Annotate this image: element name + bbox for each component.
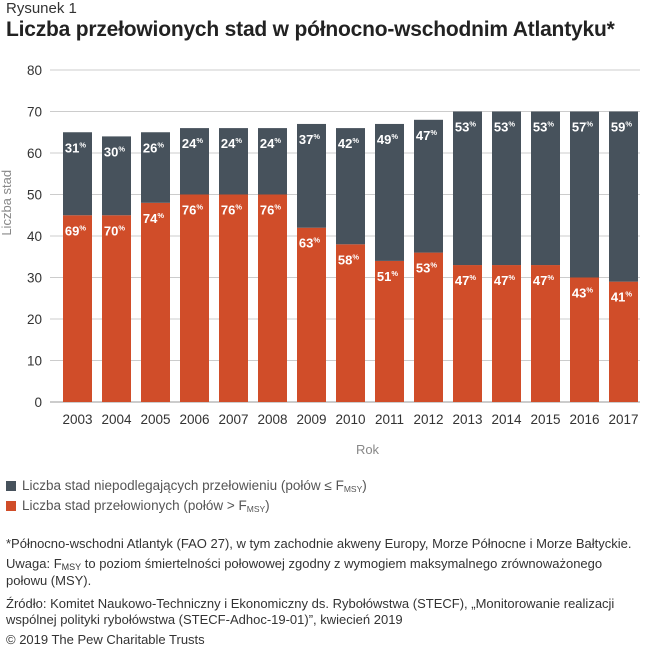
bar-not-overfished	[102, 136, 131, 216]
figure-label: Rysunek 1	[6, 0, 77, 17]
data-label-overfished: 47%	[533, 273, 554, 288]
y-tick-label: 60	[27, 146, 42, 161]
bar-not-overfished	[180, 128, 209, 195]
x-tick-label: 2009	[296, 412, 326, 427]
y-tick-label: 0	[34, 395, 42, 410]
data-label-not-overfished: 49%	[377, 132, 398, 147]
bar-overfished	[102, 215, 131, 402]
bar-not-overfished	[570, 111, 599, 278]
x-tick-label: 2008	[257, 412, 287, 427]
data-label-not-overfished: 26%	[143, 140, 164, 155]
bar-overfished	[141, 202, 170, 402]
x-tick-label: 2017	[608, 412, 638, 427]
x-tick-label: 2003	[62, 412, 92, 427]
data-label-not-overfished: 42%	[338, 136, 359, 151]
x-tick-label: 2014	[491, 412, 522, 427]
data-label-overfished: 74%	[143, 211, 164, 226]
data-label-not-overfished: 53%	[494, 120, 515, 135]
data-label-overfished: 53%	[416, 261, 437, 276]
bar-not-overfished	[219, 128, 248, 195]
bar-not-overfished	[453, 111, 482, 266]
x-tick-label: 2007	[218, 412, 248, 427]
bar-overfished	[258, 194, 287, 402]
x-tick-label: 2005	[140, 412, 170, 427]
bar-overfished	[453, 265, 482, 402]
y-tick-label: 10	[27, 354, 42, 369]
bar-not-overfished	[375, 123, 404, 261]
legend-overfished: Liczba stad przełowionych (połów > FMSY)	[6, 498, 270, 514]
footnote: *Północno-wschodni Atlantyk (FAO 27), w …	[6, 536, 632, 551]
x-tick-label: 2010	[335, 412, 365, 427]
copyright: © 2019 The Pew Charitable Trusts	[6, 632, 205, 647]
legend-label-overfished: Liczba stad przełowionych (połów > FMSY)	[22, 498, 270, 514]
x-tick-label: 2015	[530, 412, 560, 427]
data-label-overfished: 51%	[377, 269, 398, 284]
y-tick-label: 50	[27, 188, 42, 203]
data-label-overfished: 47%	[455, 273, 476, 288]
data-label-not-overfished: 37%	[299, 132, 320, 147]
data-label-not-overfished: 53%	[455, 120, 476, 135]
data-label-overfished: 76%	[221, 203, 242, 218]
data-label-overfished: 43%	[572, 286, 593, 301]
data-label-overfished: 76%	[182, 203, 203, 218]
bar-overfished	[336, 244, 365, 402]
y-tick-label: 30	[27, 271, 42, 286]
stacked-bar-chart: 0 10 20 30 40 50 60 70 80 Liczba stad 69% 31% 2003 70…	[0, 63, 640, 457]
bar-overfished	[492, 265, 521, 402]
x-tick-label: 2012	[413, 412, 443, 427]
bar-not-overfished	[141, 132, 170, 203]
y-tick-label: 20	[27, 312, 42, 327]
legend-not-overfished: Liczba stad niepodlegających przełowieni…	[6, 478, 367, 494]
bar-not-overfished	[414, 119, 443, 253]
data-label-overfished: 63%	[299, 236, 320, 251]
bar-overfished	[63, 215, 92, 402]
bar-overfished	[219, 194, 248, 402]
y-tick-label: 40	[27, 229, 42, 244]
legend-label-not-overfished: Liczba stad niepodlegających przełowieni…	[22, 478, 367, 494]
source-note: Źródło: Komitet Naukowo-Techniczny i Eko…	[6, 596, 615, 627]
data-label-overfished: 69%	[65, 223, 86, 238]
data-label-overfished: 76%	[260, 203, 281, 218]
legend-swatch-overfished	[6, 500, 16, 511]
data-label-not-overfished: 31%	[65, 140, 86, 155]
bar-overfished	[414, 252, 443, 402]
y-axis-label: Liczba stad	[0, 170, 14, 236]
x-tick-label: 2013	[452, 412, 482, 427]
note-msy: Uwaga: FMSY to poziom śmiertelności poło…	[6, 556, 603, 588]
data-label-not-overfished: 24%	[260, 136, 281, 151]
bar-not-overfished	[297, 123, 326, 228]
x-axis-label: Rok	[356, 442, 380, 457]
data-label-not-overfished: 30%	[104, 144, 125, 159]
data-label-overfished: 47%	[494, 273, 515, 288]
legend-swatch-not-overfished	[6, 480, 16, 491]
x-tick-label: 2011	[375, 412, 404, 427]
bar-overfished	[297, 227, 326, 402]
data-label-not-overfished: 53%	[533, 120, 554, 135]
bar-not-overfished	[258, 128, 287, 195]
data-label-not-overfished: 24%	[182, 136, 203, 151]
bar-overfished	[375, 260, 404, 402]
bar-not-overfished	[336, 128, 365, 245]
bar-overfished	[609, 281, 638, 402]
bar-overfished	[570, 277, 599, 402]
y-tick-label: 80	[27, 63, 42, 78]
data-label-not-overfished: 59%	[611, 120, 632, 135]
x-tick-label: 2016	[569, 412, 599, 427]
bar-not-overfished	[63, 132, 92, 216]
y-tick-label: 70	[27, 105, 42, 120]
data-label-overfished: 41%	[611, 290, 632, 305]
data-label-not-overfished: 24%	[221, 136, 242, 151]
data-label-not-overfished: 47%	[416, 128, 437, 143]
x-tick-label: 2004	[101, 412, 132, 427]
chart-title: Liczba przełowionych stad w północno-wsc…	[6, 18, 615, 41]
data-label-overfished: 58%	[338, 252, 359, 267]
x-tick-label: 2006	[179, 412, 209, 427]
bar-overfished	[531, 265, 560, 402]
bar-not-overfished	[609, 111, 638, 282]
bar-overfished	[180, 194, 209, 402]
bar-not-overfished	[492, 111, 521, 266]
bar-not-overfished	[531, 111, 560, 266]
data-label-not-overfished: 57%	[572, 120, 593, 135]
data-label-overfished: 70%	[104, 223, 125, 238]
